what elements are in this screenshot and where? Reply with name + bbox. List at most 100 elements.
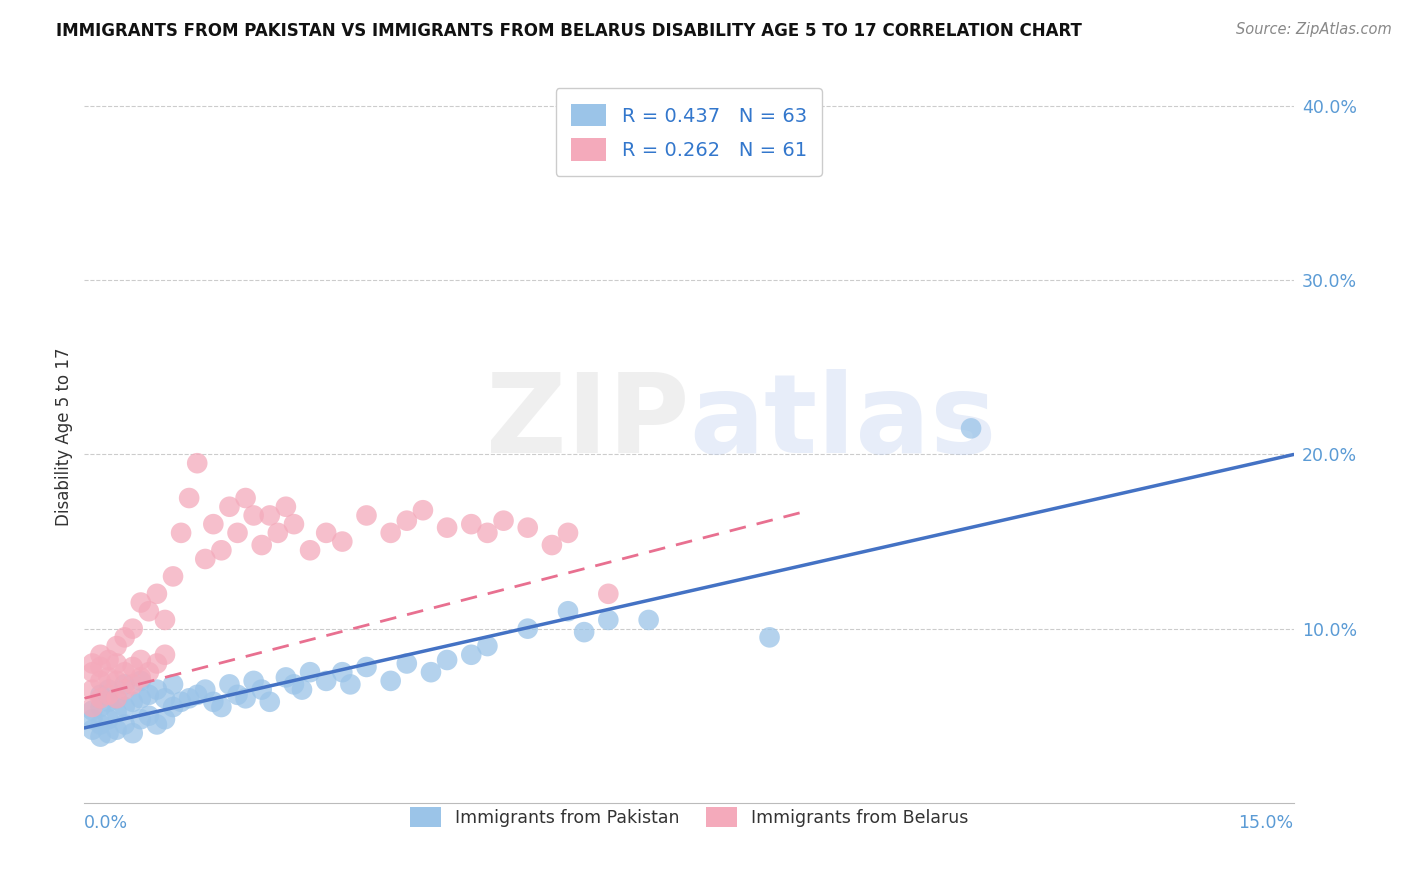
Point [129,653,152,667]
Point [162,569,184,583]
Point [105,639,128,653]
Point [162,700,184,714]
Point [97,653,120,667]
Point [146,657,169,671]
Point [242,508,264,523]
Point [146,682,169,697]
Point [283,677,305,691]
Point [557,525,579,540]
Point [114,665,136,680]
Point [105,673,128,688]
Point [250,538,273,552]
Point [153,613,176,627]
Point [194,552,217,566]
Point [299,665,322,680]
Point [572,625,595,640]
Point [114,682,136,697]
Point [105,691,128,706]
Point [209,543,232,558]
Text: IMMIGRANTS FROM PAKISTAN VS IMMIGRANTS FROM BELARUS DISABILITY AGE 5 TO 17 CORRE: IMMIGRANTS FROM PAKISTAN VS IMMIGRANTS F… [56,22,1083,40]
Text: atlas: atlas [689,369,997,476]
Point [420,665,443,680]
Point [114,677,136,691]
Point [89,691,111,706]
Point [121,726,143,740]
Point [179,491,201,505]
Point [89,688,111,702]
Point [460,517,482,532]
Point [283,517,305,532]
Legend: Immigrants from Pakistan, Immigrants from Belarus: Immigrants from Pakistan, Immigrants fro… [404,800,974,834]
Point [541,538,564,552]
Point [380,673,402,688]
Point [395,657,418,671]
Text: ZIP: ZIP [485,369,689,476]
Point [637,613,659,627]
Point [97,682,120,697]
Point [138,708,160,723]
Point [82,712,104,726]
Point [97,726,120,740]
Point [218,677,240,691]
Point [557,604,579,618]
Point [97,688,120,702]
Text: 0.0%: 0.0% [84,814,128,831]
Point [82,682,104,697]
Text: Source: ZipAtlas.com: Source: ZipAtlas.com [1236,22,1392,37]
Point [179,691,201,706]
Point [356,508,378,523]
Point [97,670,120,684]
Point [516,521,538,535]
Point [129,712,152,726]
Point [89,660,111,674]
Point [97,712,120,726]
Point [146,587,169,601]
Point [477,639,499,653]
Point [121,677,143,691]
Point [235,691,257,706]
Point [267,525,290,540]
Point [202,517,225,532]
Point [170,695,193,709]
Point [436,653,458,667]
Point [129,673,152,688]
Text: 15.0%: 15.0% [1239,814,1294,831]
Point [412,503,434,517]
Point [516,622,538,636]
Point [250,682,273,697]
Point [89,700,111,714]
Point [339,677,361,691]
Point [153,648,176,662]
Point [202,695,225,709]
Point [114,631,136,645]
Point [226,688,249,702]
Point [121,622,143,636]
Point [395,514,418,528]
Point [105,723,128,737]
Point [105,657,128,671]
Point [129,691,152,706]
Point [138,665,160,680]
Point [598,613,620,627]
Point [82,704,104,718]
Point [235,491,257,505]
Point [89,730,111,744]
Point [436,521,458,535]
Point [114,700,136,714]
Point [186,456,208,470]
Point [299,543,322,558]
Point [82,665,104,680]
Point [105,705,128,719]
Point [97,695,120,709]
Point [194,682,217,697]
Point [138,688,160,702]
Y-axis label: Disability Age 5 to 17: Disability Age 5 to 17 [55,348,73,526]
Point [146,717,169,731]
Point [218,500,240,514]
Point [242,673,264,688]
Point [380,525,402,540]
Point [186,688,208,702]
Point [477,525,499,540]
Point [274,500,297,514]
Point [226,525,249,540]
